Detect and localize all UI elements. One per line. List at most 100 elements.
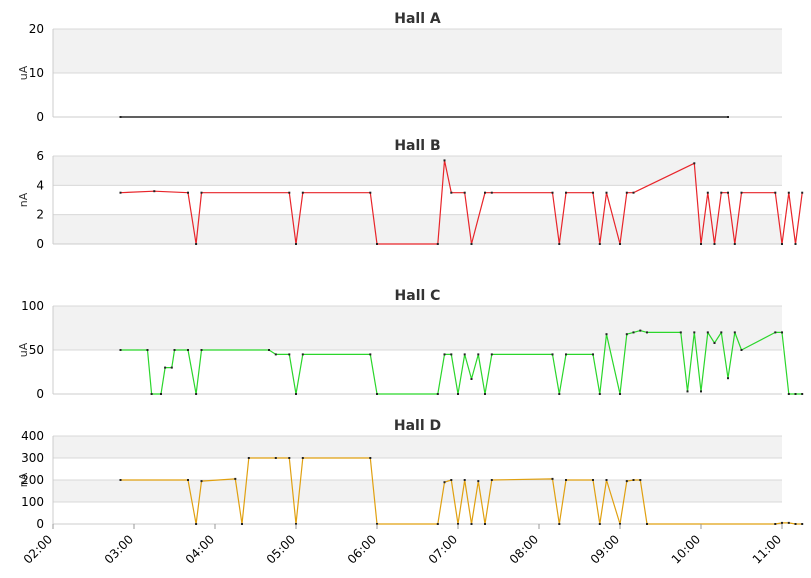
hall-1-ytick-label-1: 2: [36, 208, 44, 222]
hall-3-series-0-point-25: [592, 479, 594, 481]
hall-3-series-0-point-10: [301, 457, 304, 459]
hall-1-series-0-point-37: [794, 243, 797, 245]
hall-1-series-0-point-23: [619, 243, 621, 245]
hall-0-ytick-label-1: 10: [29, 66, 44, 80]
hall-3-series-0-point-8: [288, 457, 291, 459]
x-tick-label-4: 06:00: [345, 532, 379, 566]
hall-1-series-0-point-13: [463, 191, 466, 194]
hall-2-ylabel: uA: [17, 342, 30, 357]
hall-2-band-1: [53, 306, 782, 350]
hall-2-series-0-point-42: [713, 342, 716, 344]
hall-2-series-0-point-7: [187, 349, 189, 351]
hall-2-series-0-point-5: [170, 366, 173, 369]
hall-2-series-0-point-41: [706, 331, 709, 334]
hall-3-series-0-point-14: [443, 481, 446, 484]
hall-3-series-0-point-21: [490, 479, 493, 481]
hall-2-series-0-point-38: [686, 390, 689, 393]
hall-2-series-0-point-17: [436, 393, 439, 395]
hall-1-series-0-point-5: [288, 191, 291, 194]
hall-2-series-0-point-14: [301, 353, 304, 356]
hall-2-series-0-point-30: [598, 393, 601, 395]
hall-1-series-0-point-10: [436, 243, 439, 245]
hall-1-series-0-point-34: [774, 191, 777, 194]
hall-2-series-0-point-22: [470, 378, 473, 380]
x-tick-label-2: 04:00: [183, 532, 217, 566]
hall-1-series-0-point-20: [592, 191, 594, 194]
hall-3-series-0-point-4: [234, 477, 237, 480]
hall-2-series-0-point-29: [592, 353, 594, 356]
hall-3-series-0-point-26: [598, 523, 601, 525]
hall-3-ytick-label-0: 0: [36, 517, 44, 531]
hall-3-series-0-point-32: [646, 523, 648, 525]
hall-1-series-0-point-8: [369, 191, 372, 194]
hall-1-series-0-point-18: [558, 243, 561, 245]
hall-2-series-0-point-47: [774, 331, 777, 334]
hall-3-series-0-point-18: [470, 523, 473, 525]
hall-0-series-0-point-1: [727, 116, 729, 118]
hall-1-series-0-point-33: [740, 191, 743, 194]
hall-3-ytick-label-3: 300: [21, 451, 44, 465]
hall-3-series-0-line: [120, 457, 803, 525]
hall-1-series-0-point-27: [700, 243, 702, 245]
hall-1-series-0-point-14: [470, 243, 473, 245]
hall-0-series-0-point-0: [119, 116, 122, 118]
hall-2-ytick-label-2: 100: [21, 299, 44, 313]
hall-2-series-0-point-11: [274, 353, 277, 356]
hall-3-series-0-point-34: [781, 521, 783, 524]
hall-0-band-1: [53, 29, 782, 73]
hall-2-series-0-point-45: [733, 331, 736, 334]
hall-3-band-0: [53, 502, 782, 524]
hall-1-series-0-point-36: [787, 191, 790, 194]
hall-0-ylabel: uA: [17, 65, 30, 80]
hall-2-series-0-point-31: [605, 333, 608, 336]
hall-1-series-0-point-25: [632, 191, 635, 194]
hall-3-series-0-point-13: [436, 523, 439, 525]
hall-1-band-0: [53, 214, 782, 244]
hall-2-series-0-point-23: [477, 353, 480, 356]
hall-2-series-0-point-35: [639, 329, 642, 332]
hall-2-series-0-point-34: [632, 331, 635, 334]
hall-3-series-0-point-33: [774, 523, 777, 525]
hall-2-series-0-point-40: [700, 390, 702, 393]
hall-3-series-0-point-7: [274, 457, 277, 459]
hall-2-series-0-point-0: [119, 349, 122, 351]
hall-1-series-0-point-16: [490, 191, 493, 194]
hall-3-ylabel: nA: [17, 472, 30, 487]
hall-1-series-0-point-3: [195, 243, 198, 245]
hall-1-ylabel: nA: [17, 192, 30, 207]
hall-1-series-0-point-0: [119, 191, 122, 194]
hall-3-series-0-point-27: [605, 479, 608, 481]
hall-3-series-0-point-3: [200, 480, 203, 483]
hall-2-series-0-point-13: [295, 393, 297, 395]
hall-3-band-2: [53, 458, 782, 480]
hall-3-series-0-point-37: [801, 523, 804, 525]
hall-2-series-0-point-46: [740, 349, 743, 351]
hall-2-series-0-point-9: [200, 349, 203, 351]
hall-1-series-0-point-35: [781, 243, 783, 245]
hall-3-series-0-point-19: [477, 480, 480, 483]
hall-2-series-0-point-12: [288, 353, 291, 356]
hall-1-ytick-label-0: 0: [36, 237, 44, 251]
hall-2-series-0-point-6: [173, 349, 176, 351]
hall-1-series-0-point-22: [605, 191, 608, 194]
hall-2-series-0-point-20: [457, 393, 459, 395]
hall-0-band-0: [53, 73, 782, 117]
hall-3-series-0-point-0: [119, 479, 122, 481]
hall-1-series-0-point-6: [295, 243, 297, 245]
hall-2-series-0-line: [120, 330, 803, 395]
hall-1-series-0-point-28: [706, 191, 709, 194]
hall-1-series-0-point-38: [801, 191, 804, 194]
hall-3-series-0-point-35: [787, 521, 790, 524]
hall-3-series-0-point-2: [195, 523, 198, 525]
hall-1-series-0-point-12: [450, 191, 453, 194]
hall-1-series-0-point-26: [693, 162, 696, 165]
hall-2-series-0-point-1: [146, 349, 149, 351]
hall-2-series-0-point-8: [195, 393, 198, 395]
hall-2-series-0-point-26: [551, 353, 554, 356]
hall-3-series-0-point-5: [241, 523, 243, 525]
hall-3-series-0-point-1: [187, 479, 189, 481]
hall-3-series-0-point-22: [551, 477, 554, 480]
hall-2-series-0-point-10: [268, 349, 270, 351]
hall-2-series-0-point-2: [150, 393, 153, 395]
